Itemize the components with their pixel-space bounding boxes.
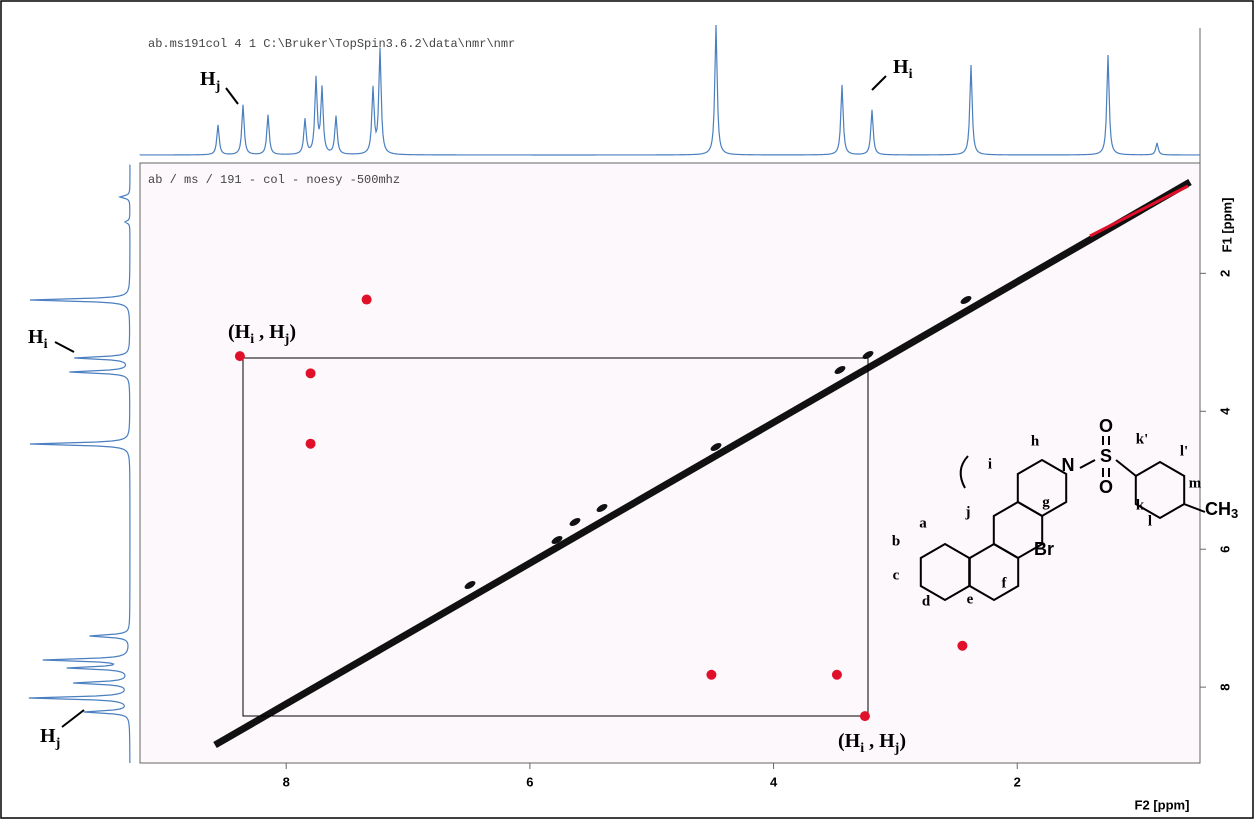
atom-label: k: [1136, 497, 1145, 513]
arrow: [871, 75, 887, 91]
cross-peak: [957, 640, 968, 651]
correlation-box: [242, 357, 869, 717]
label-main: H: [893, 56, 909, 78]
diagonal-blob: [960, 296, 972, 304]
atom-label: m: [1189, 475, 1202, 491]
x-axis-label: F2 [ppm]: [1135, 797, 1190, 812]
pair-label: (Hi , Hj): [838, 730, 906, 757]
atom: S: [1100, 446, 1112, 466]
y-tick-label: 6: [1217, 546, 1232, 553]
label-part: ): [289, 321, 296, 343]
structure: a b c d e f g h i j k k' l l'm N SO O Br CH3: [892, 416, 1238, 610]
annotations: Hj Hi Hi Hj (Hi , Hj) (Hi , Hj): [28, 56, 913, 757]
arrow: [225, 87, 239, 105]
y-tick-label: 2: [1217, 270, 1232, 277]
bond: [1183, 503, 1206, 513]
cross-peak: [305, 438, 316, 449]
diagonal-peaks: [213, 178, 1192, 749]
x-tick-label: 4: [770, 774, 778, 789]
label-sub: i: [909, 67, 913, 82]
header: ab.ms191col 4 1 C:\Bruker\TopSpin3.6.2\d…: [148, 37, 515, 51]
f2-projection: [139, 24, 1201, 156]
atom: Br: [1034, 539, 1054, 559]
label-part: , H: [864, 730, 895, 752]
y-tick-label: 4: [1217, 407, 1232, 415]
label-sub: i: [250, 332, 254, 347]
atom-label: i: [988, 456, 992, 472]
chart-title: ab / ms / 191 - col - noesy -500mhz: [148, 173, 400, 187]
bond: [1079, 459, 1096, 469]
label-sub: j: [55, 736, 61, 751]
diagonal-blob: [464, 581, 476, 589]
label: Hj: [40, 725, 60, 752]
atom-label: j: [965, 504, 971, 520]
atom-label: h: [1031, 433, 1040, 449]
atom: CH3: [1205, 499, 1238, 522]
atom-label: c: [893, 567, 900, 583]
label-part: (H: [228, 321, 251, 343]
diagonal-blob: [569, 518, 581, 526]
atom-part: CH: [1205, 499, 1231, 519]
diagonal: [213, 178, 1192, 749]
atom-label: g: [1042, 494, 1050, 510]
diagonal-blob: [596, 504, 608, 512]
atom-label: a: [919, 515, 927, 531]
label-part: ): [899, 730, 906, 752]
label-sub: i: [44, 337, 48, 352]
atom-sub: 3: [1231, 506, 1238, 521]
label-sub: j: [894, 741, 900, 756]
label-part: (H: [838, 730, 861, 752]
atom-label: k': [1136, 431, 1149, 447]
label: Hj: [200, 68, 220, 95]
atom: O: [1099, 477, 1113, 497]
label-main: H: [40, 725, 56, 747]
label-part: , H: [254, 321, 285, 343]
atom: N: [1062, 455, 1075, 475]
label-main: H: [200, 68, 216, 90]
atom-label: b: [892, 533, 900, 549]
atom-label: e: [967, 591, 974, 607]
label-sub: j: [284, 332, 290, 347]
cross-peak: [305, 368, 316, 379]
cross-peak: [361, 294, 372, 305]
atom-label: l': [1180, 443, 1188, 459]
diagonal-blob: [834, 366, 846, 374]
diagonal-phase: [1089, 184, 1189, 238]
plot-area: [139, 162, 1201, 764]
label-sub: j: [215, 79, 221, 94]
label: Hi: [28, 326, 48, 353]
cross-peak: [859, 711, 870, 722]
cross-peak: [706, 669, 717, 680]
label: Hi: [893, 56, 913, 83]
cross-peak: [234, 351, 245, 362]
arrow: [61, 709, 85, 728]
label-sub: i: [860, 741, 864, 756]
bond: [1115, 459, 1137, 477]
y-axis-label: F1 [ppm]: [1219, 198, 1234, 253]
x-tick-label: 6: [526, 774, 533, 789]
x-tick-label: 2: [1014, 774, 1021, 789]
x-tick-label: 8: [283, 774, 290, 789]
diagonal-blob: [551, 536, 563, 544]
arrow: [54, 341, 75, 353]
ring: [1016, 458, 1068, 518]
rotation-arrow: [959, 455, 969, 489]
atom: O: [1099, 416, 1113, 436]
y-tick-label: 8: [1217, 684, 1232, 691]
atom-label: f: [1002, 575, 1008, 591]
f1-projection: [28, 164, 131, 764]
projections: [28, 24, 1201, 764]
atom-label: d: [922, 593, 931, 609]
diagonal-blob: [862, 351, 874, 359]
arrows: [54, 75, 887, 728]
cross-peak: [831, 669, 842, 680]
label-main: H: [28, 326, 44, 348]
pair-label: (Hi , Hj): [228, 321, 296, 348]
diagonal-blob: [710, 443, 722, 451]
atom-label: l: [1148, 513, 1152, 529]
